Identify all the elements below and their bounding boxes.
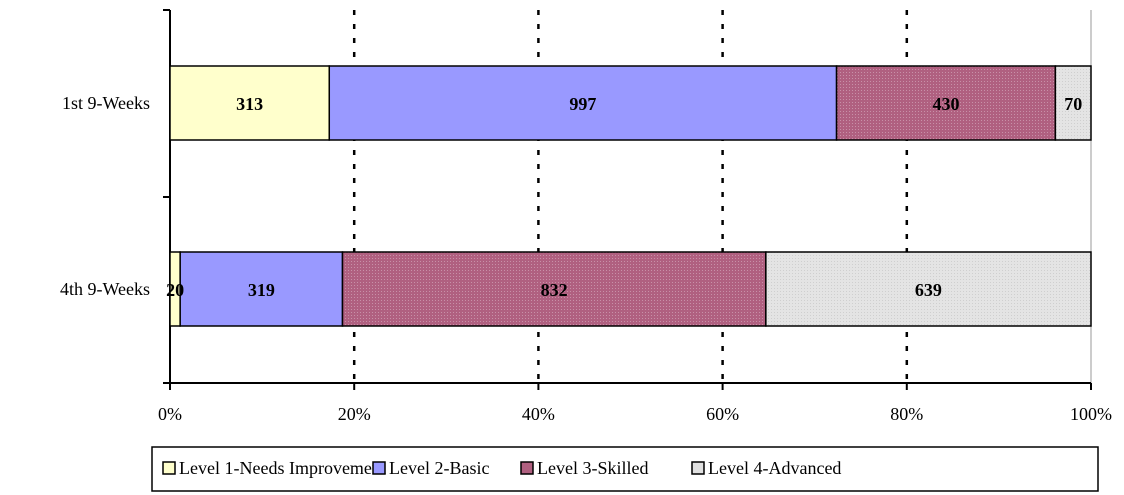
category-label: 1st 9-Weeks [62,93,150,113]
legend-label: Level 1-Needs Improvement [179,458,386,478]
x-tick-label: 20% [338,404,371,424]
bar-segment [179,251,344,327]
legend-label: Level 3-Skilled [537,458,648,478]
legend-swatch [162,461,176,475]
x-tick-label: 80% [890,404,923,424]
data-label: 430 [932,94,959,114]
bar-segment [1054,65,1092,141]
legend-swatch [691,461,705,475]
data-label: 70 [1064,94,1082,114]
x-tick-label: 0% [158,404,182,424]
data-label: 20 [166,280,184,300]
axes: 0% 20% 40% 60% 80% 100% [158,9,1112,424]
x-tick-label: 60% [706,404,739,424]
bar-segment [341,251,767,327]
category-label: 4th 9-Weeks [60,279,150,299]
legend-swatch [372,461,386,475]
labels: 1st 9-Weeks 313 997 430 70 4th 9-Weeks 20 319 83… [60,93,1082,300]
legend: Level 1-Needs Improvement Level 2-Basic Le… [151,446,1099,492]
x-tick-label: 100% [1070,404,1112,424]
data-label: 313 [236,94,263,114]
x-tick-label: 40% [522,404,555,424]
legend-box [151,446,1099,492]
bars [169,65,1092,327]
legend-label: Level 2-Basic [389,458,489,478]
legend-label: Level 4-Advanced [708,458,841,478]
bar-segment [835,65,1057,141]
data-label: 997 [569,94,596,114]
bar-segment [169,65,331,141]
legend-swatch [520,461,534,475]
data-label: 639 [915,280,942,300]
data-label: 319 [248,280,275,300]
bar-segment [765,251,1092,327]
data-label: 832 [541,280,568,300]
bar-segment [328,65,838,141]
